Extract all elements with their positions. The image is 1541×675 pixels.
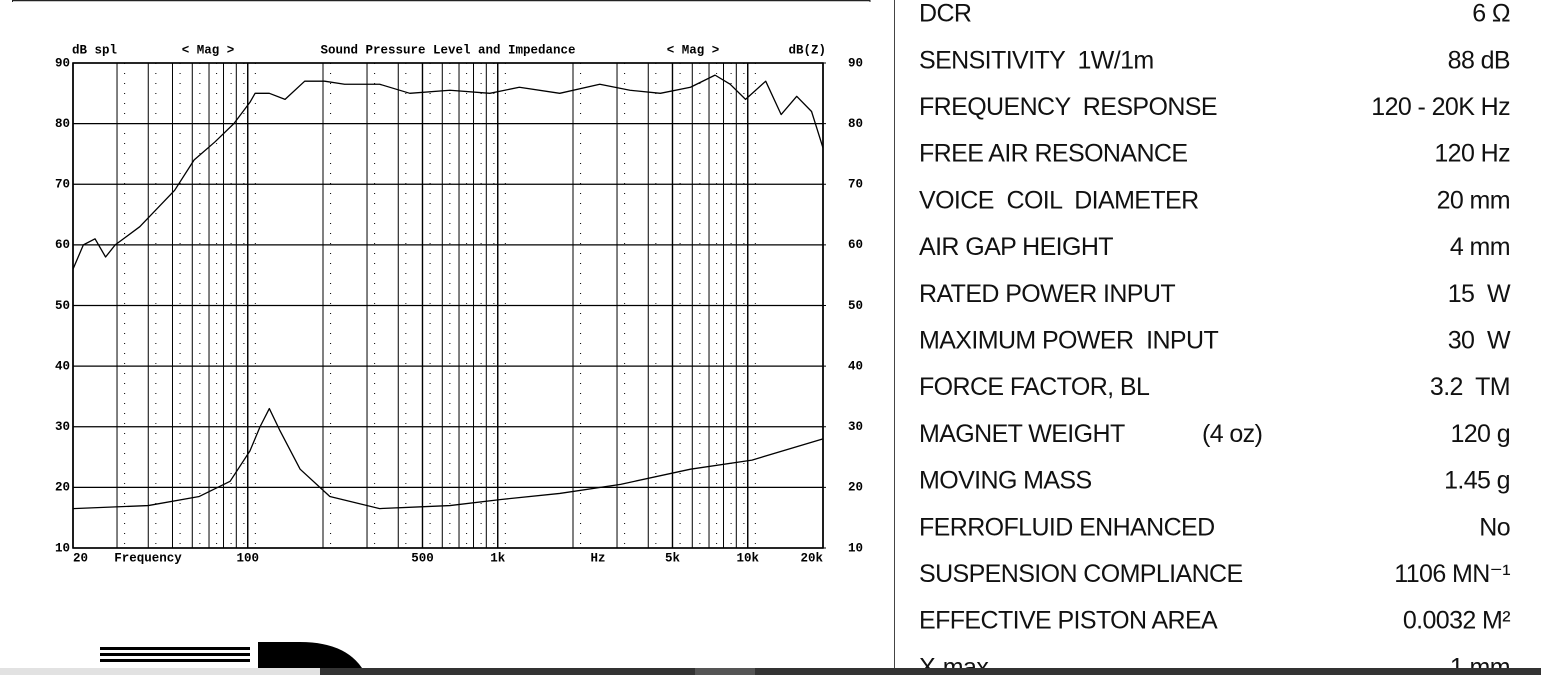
y2-tick-label: 50: [848, 299, 863, 313]
status-bar: [320, 668, 1541, 675]
chart-title: Sound Pressure Level and Impedance: [320, 43, 575, 57]
y-tick-label: 30: [55, 420, 70, 434]
spec-value: 4 mm: [1450, 233, 1510, 261]
y-tick-label: 80: [55, 117, 70, 131]
spec-label: SUSPENSION COMPLIANCE: [919, 560, 1243, 588]
data-line: [72, 74, 824, 270]
spec-value: 30 W: [1448, 327, 1511, 355]
spec-value: 3.2 TM: [1430, 373, 1510, 401]
spec-label: SENSITIVITY 1W/1m: [919, 46, 1154, 74]
mag-label: < Mag >: [667, 43, 720, 57]
spec-value: 20 mm: [1437, 186, 1510, 214]
spec-value: 1.45 g: [1444, 467, 1510, 495]
spec-label: RATED POWER INPUT: [919, 280, 1175, 308]
logo: [100, 642, 366, 675]
logo-stripe: [100, 659, 250, 662]
spec-label: MOVING MASS: [919, 467, 1092, 495]
spec-value: No: [1479, 513, 1510, 541]
x-axis-unit: Hz: [590, 551, 605, 565]
logo-stripe: [100, 653, 250, 656]
spec-note: (4 oz): [1202, 420, 1262, 448]
plot-frame: [72, 62, 824, 549]
spec-table: DCR 6 Ω SENSITIVITY 1W/1m 88 dB FREQUENCY RE…: [919, 0, 1512, 675]
spec-label: MAXIMUM POWER INPUT: [919, 327, 1218, 355]
spec-value: 88 dB: [1448, 46, 1510, 74]
y-axis-label: dB spl: [72, 43, 117, 57]
spec-value: 1106 MN⁻¹: [1394, 560, 1510, 588]
spec-label: MAGNET WEIGHT: [919, 420, 1125, 448]
y2-tick-label: 20: [848, 481, 863, 495]
y2-tick-label: 40: [848, 359, 863, 373]
x-tick-label: 20: [73, 551, 88, 565]
x-tick-label: 20k: [800, 551, 823, 565]
spec-label: VOICE COIL DIAMETER: [919, 186, 1199, 214]
status-bar-segment: [695, 668, 755, 675]
mag-label: < Mag >: [182, 43, 235, 57]
y2-tick-label: 30: [848, 420, 863, 434]
x-tick-label: 5k: [665, 551, 681, 565]
spec-value: 120 Hz: [1434, 140, 1510, 168]
y-tick-label: 70: [55, 178, 70, 192]
spec-label: FERROFLUID ENHANCED: [919, 513, 1215, 541]
y2-tick-label: 90: [848, 56, 863, 70]
spec-label: FORCE FACTOR, BL: [919, 373, 1150, 401]
spec-label: AIR GAP HEIGHT: [919, 233, 1113, 261]
y-tick-label: 50: [55, 299, 70, 313]
spec-label: FREQUENCY RESPONSE: [919, 93, 1217, 121]
y2-axis-label: dB(Z): [788, 43, 826, 57]
y-tick-label: 10: [55, 541, 70, 555]
status-bar: [0, 668, 320, 675]
x-tick-label: 10k: [736, 551, 759, 565]
y-tick-label: 90: [55, 56, 70, 70]
spec-value: 6 Ω: [1472, 0, 1510, 28]
spec-label: EFFECTIVE PISTON AREA: [919, 607, 1218, 635]
spec-value: 15 W: [1448, 280, 1511, 308]
y-tick-label: 20: [55, 481, 70, 495]
spec-value: 0.0032 M²: [1403, 607, 1510, 635]
data-line: [72, 407, 824, 510]
x-axis-label: Frequency: [114, 551, 182, 565]
y-tick-label: 40: [55, 359, 70, 373]
spec-value: 120 g: [1450, 420, 1510, 448]
spec-value: 120 - 20K Hz: [1371, 93, 1510, 121]
x-tick-label: 1k: [490, 551, 506, 565]
logo-stripe: [100, 647, 250, 650]
x-tick-label: 100: [236, 551, 259, 565]
y2-tick-label: 10: [848, 541, 863, 555]
spec-label: DCR: [919, 0, 971, 28]
y2-tick-label: 70: [848, 178, 863, 192]
spec-label: FREE AIR RESONANCE: [919, 140, 1187, 168]
y2-tick-label: 60: [848, 238, 863, 252]
x-tick-label: 500: [411, 551, 434, 565]
logo-letter: [258, 642, 366, 675]
y-tick-label: 60: [55, 238, 70, 252]
y2-tick-label: 80: [848, 117, 863, 131]
